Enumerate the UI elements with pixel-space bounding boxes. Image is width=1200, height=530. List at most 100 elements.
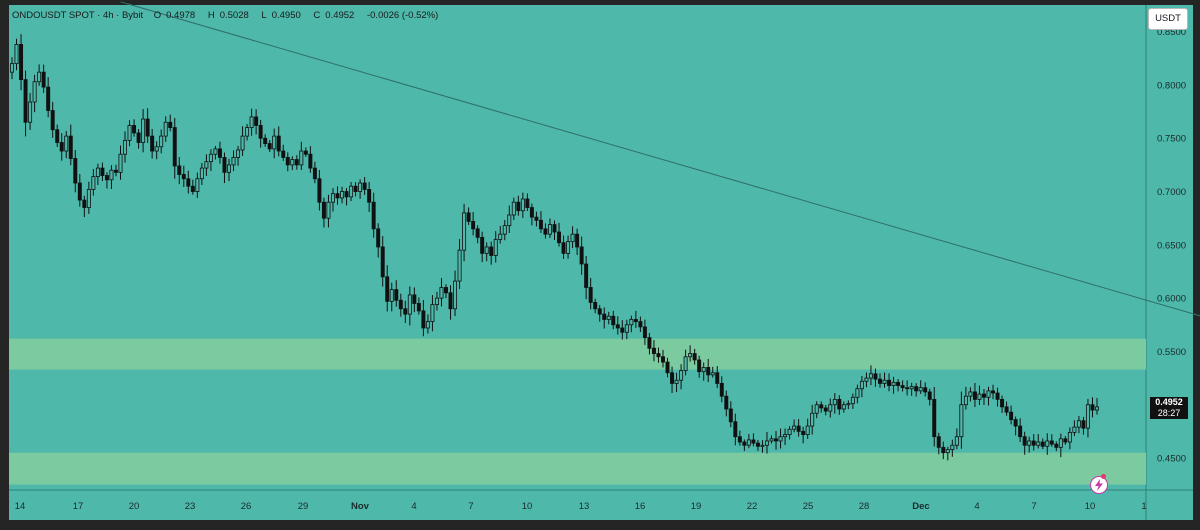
candle-body (959, 404, 964, 438)
candle (145, 108, 150, 143)
candle-body (484, 246, 489, 254)
candle (344, 188, 349, 206)
candle-body (376, 228, 381, 248)
low-value: 0.4950 (271, 10, 301, 21)
candle (701, 362, 706, 381)
candle (742, 439, 747, 451)
candle (190, 179, 195, 195)
candle-body (575, 233, 580, 248)
candle (349, 181, 354, 202)
candle-body (466, 212, 471, 222)
candle (792, 419, 797, 433)
candle (900, 380, 905, 392)
candle-body (462, 212, 467, 251)
candle (755, 439, 760, 451)
candle (376, 223, 381, 258)
candle (1081, 416, 1086, 435)
time-axis[interactable]: 14 17 20 23 26 29 Nov 4 7 10 13 16 19 22 25 28 Dec 4 7 10 1 (15, 501, 1147, 512)
candle (412, 287, 417, 313)
candle (787, 426, 792, 440)
candle (837, 395, 842, 415)
candle (123, 131, 128, 163)
candle (1072, 420, 1077, 437)
descending-trendline[interactable] (120, 1, 1200, 441)
candle-body (1018, 425, 1023, 438)
candle-body (86, 189, 91, 208)
candle (104, 172, 109, 189)
candle (764, 432, 769, 454)
notification-dot (1101, 474, 1106, 479)
candle-body (245, 127, 250, 137)
candle-body (240, 135, 245, 151)
candle-body (909, 386, 914, 390)
candle-body (868, 373, 873, 379)
candle-body (267, 143, 272, 150)
candle-body (927, 391, 932, 400)
candle-body (154, 146, 159, 152)
candle (498, 225, 503, 244)
symbol-header: ONDOUSDT SPOT · 4h · Bybit O 0.4978 H 0.50… (12, 10, 443, 21)
trendline-layer[interactable] (120, 1, 1200, 441)
candle-body (299, 150, 304, 166)
candle-body (615, 324, 620, 329)
candle (719, 376, 724, 403)
candle (245, 124, 250, 141)
candle (385, 265, 390, 312)
candle (281, 144, 286, 161)
price-axis[interactable]: 0.8500 0.8000 0.7500 0.7000 0.6500 0.6000 0.55… (1157, 27, 1186, 464)
candle (932, 387, 937, 447)
candle (918, 380, 923, 394)
candle-body (832, 398, 837, 406)
candlestick-series (10, 34, 1099, 461)
open-value: 0.4978 (166, 10, 196, 21)
candle (290, 156, 295, 171)
candle (150, 128, 155, 159)
symbol-label[interactable]: ONDOUSDT SPOT · 4h · Bybit (12, 10, 144, 21)
price-zone-2[interactable] (9, 452, 1146, 485)
candle-body (82, 199, 87, 208)
candle (23, 70, 28, 137)
currency-badge[interactable]: USDT (1148, 8, 1188, 30)
time-tick-label: 10 (522, 501, 533, 512)
candle-body (326, 201, 331, 219)
candle-body (611, 315, 616, 326)
support-resistance-zones (9, 338, 1146, 485)
candle (77, 174, 82, 207)
candle-body (132, 125, 137, 134)
candle (1045, 433, 1050, 455)
candle-body (579, 246, 584, 265)
candle (588, 277, 593, 310)
candle (132, 119, 137, 137)
candle-body (186, 178, 191, 187)
candle (552, 220, 557, 240)
candle-body (1040, 441, 1045, 447)
candle (1000, 395, 1005, 413)
close-value: 0.4952 (325, 10, 355, 21)
candle-body (1085, 404, 1090, 429)
candle (575, 228, 580, 256)
time-tick-label: 17 (73, 501, 84, 512)
candle (566, 235, 571, 259)
lightning-icon[interactable] (1090, 476, 1108, 494)
candle (1036, 434, 1041, 449)
candle (19, 34, 24, 91)
bar-countdown: 28:27 (1157, 408, 1181, 418)
candle (968, 387, 973, 402)
candle-body (914, 386, 919, 392)
candle (1063, 436, 1068, 445)
open-label: O (153, 10, 162, 21)
candle (181, 165, 186, 188)
price-zone-1[interactable] (9, 338, 1146, 370)
candle (231, 150, 236, 172)
candle (611, 310, 616, 330)
candle-body (692, 353, 697, 361)
candle (141, 109, 146, 153)
candle-body (859, 380, 864, 390)
candle-body (145, 118, 150, 137)
candle-body (547, 224, 552, 235)
time-tick-label: 19 (691, 501, 702, 512)
candle-body (651, 347, 656, 354)
candle (909, 382, 914, 396)
candle-body (353, 185, 358, 192)
